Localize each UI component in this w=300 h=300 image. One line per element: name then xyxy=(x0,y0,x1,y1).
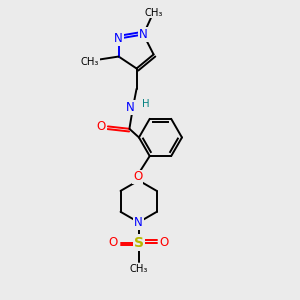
Text: H: H xyxy=(142,99,149,109)
Text: N: N xyxy=(114,32,123,45)
Text: S: S xyxy=(134,236,144,250)
Text: N: N xyxy=(126,101,135,114)
Text: CH₃: CH₃ xyxy=(130,264,148,274)
Text: CH₃: CH₃ xyxy=(144,8,163,18)
Text: CH₃: CH₃ xyxy=(80,57,99,67)
Text: N: N xyxy=(134,216,143,229)
Text: O: O xyxy=(108,236,118,249)
Text: O: O xyxy=(160,236,169,249)
Text: N: N xyxy=(139,28,148,41)
Text: O: O xyxy=(133,170,142,184)
Text: O: O xyxy=(97,120,106,133)
